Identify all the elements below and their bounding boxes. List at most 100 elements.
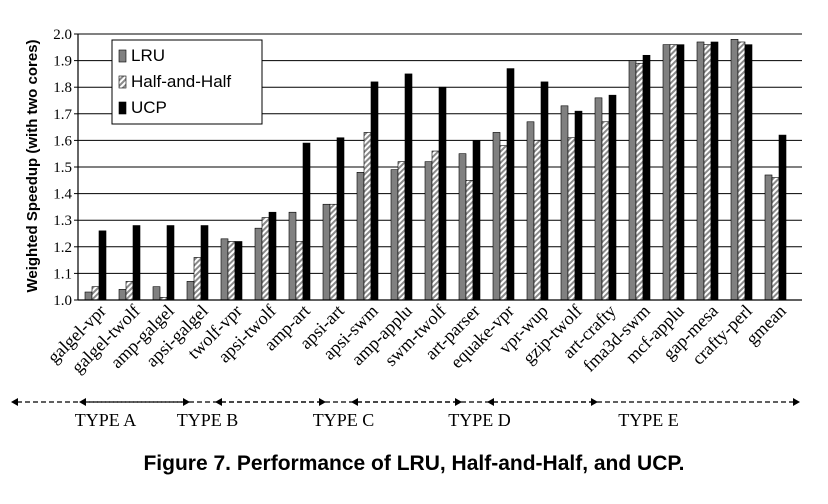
bar-half-and-half-gzip-twolf xyxy=(567,137,576,301)
bar-half-and-half-mcf-applu xyxy=(669,44,678,301)
bar-ucp-gmean xyxy=(778,134,787,301)
bar-ucp-swm-twolf xyxy=(438,86,447,301)
bar-half-and-half-apsi-galgel xyxy=(193,257,202,301)
figure-caption: Figure 7. Performance of LRU, Half-and-H… xyxy=(143,452,685,475)
bar-lru-art-crafty xyxy=(594,97,603,301)
bar-lru-gzip-twolf xyxy=(560,105,569,301)
bar-lru-galgel-twolf xyxy=(118,289,127,301)
legend: LRU Half-and-Half UCP xyxy=(111,39,263,125)
bar-half-and-half-fma3d-swm xyxy=(635,62,644,301)
y-tick-label: 1.9 xyxy=(53,54,72,70)
bar-lru-apsi-art xyxy=(322,203,331,301)
bar-ucp-amp-art xyxy=(302,142,311,301)
y-tick-label: 1.5 xyxy=(53,160,72,176)
y-tick-label: 2.0 xyxy=(53,27,72,43)
bar-half-and-half-galgel-vpr xyxy=(91,286,100,301)
bar-lru-gmean xyxy=(764,174,773,301)
bars xyxy=(84,39,787,301)
bar-ucp-twolf-vpr xyxy=(234,241,243,301)
bar-ucp-art-parser xyxy=(472,140,481,301)
bar-ucp-apsi-swm xyxy=(370,81,379,301)
bar-ucp-crafty-perl xyxy=(744,44,753,301)
group-label: TYPE B xyxy=(177,410,239,430)
y-tick-label: 1.0 xyxy=(53,293,72,309)
group-arrow-right xyxy=(183,398,190,406)
bar-half-and-half-art-crafty xyxy=(601,121,610,301)
bar-half-and-half-amp-art xyxy=(295,241,304,301)
legend-swatch-lru xyxy=(118,49,127,63)
group-arrow-left xyxy=(351,398,358,406)
bar-ucp-art-crafty xyxy=(608,94,617,301)
bar-lru-gap-mesa xyxy=(696,41,705,301)
bar-lru-fma3d-swm xyxy=(628,60,637,301)
group-arrow-right xyxy=(793,398,800,406)
bar-lru-art-parser xyxy=(458,153,467,301)
bar-lru-amp-art xyxy=(288,211,297,301)
legend-swatch-ucp xyxy=(118,101,127,115)
bar-half-and-half-apsi-art xyxy=(329,203,338,301)
bar-lru-swm-twolf xyxy=(424,161,433,301)
bar-lru-equake-vpr xyxy=(492,132,501,301)
bar-ucp-gzip-twolf xyxy=(574,110,583,301)
y-tick-label: 1.4 xyxy=(53,187,72,203)
legend-swatch-half-and-half xyxy=(118,75,127,89)
bar-ucp-mcf-applu xyxy=(676,44,685,301)
legend-label-half-and-half: Half-and-Half xyxy=(131,72,231,91)
y-tick-label: 1.1 xyxy=(53,266,72,282)
group-arrow-left xyxy=(11,398,18,406)
bar-ucp-fma3d-swm xyxy=(642,54,651,301)
group-label: TYPE C xyxy=(313,410,375,430)
y-tick-label: 1.7 xyxy=(53,107,72,123)
bar-ucp-apsi-galgel xyxy=(200,225,209,301)
bar-half-and-half-swm-twolf xyxy=(431,150,440,301)
bar-lru-twolf-vpr xyxy=(220,238,229,301)
legend-label-lru: LRU xyxy=(131,46,165,65)
bar-half-and-half-apsi-swm xyxy=(363,132,372,301)
y-tick-label: 1.2 xyxy=(53,240,72,256)
y-tick-label: 1.6 xyxy=(53,133,72,149)
bar-ucp-vpr-wup xyxy=(540,81,549,301)
y-axis-label: Weighted Speedup (with two cores) xyxy=(24,39,41,292)
bar-half-and-half-gmean xyxy=(771,177,780,301)
y-tick-label: 1.3 xyxy=(53,213,72,229)
type-groups: TYPE A TYPE B TYPE C TYPE D TYPE E xyxy=(11,398,800,430)
group-arrow-left xyxy=(215,398,222,406)
bar-half-and-half-equake-vpr xyxy=(499,145,508,301)
bar-lru-vpr-wup xyxy=(526,121,535,301)
bar-lru-crafty-perl xyxy=(730,39,739,301)
axes xyxy=(74,33,802,301)
bar-ucp-gap-mesa xyxy=(710,41,719,301)
bar-half-and-half-art-parser xyxy=(465,180,474,301)
bar-lru-apsi-galgel xyxy=(186,281,195,301)
bar-ucp-apsi-twolf xyxy=(268,211,277,301)
bar-ucp-apsi-art xyxy=(336,137,345,301)
bar-lru-galgel-vpr xyxy=(84,291,93,301)
bar-half-and-half-vpr-wup xyxy=(533,140,542,301)
bar-lru-apsi-twolf xyxy=(254,227,263,301)
y-tick-label: 1.8 xyxy=(53,80,72,96)
bar-half-and-half-twolf-vpr xyxy=(227,241,236,301)
bar-ucp-equake-vpr xyxy=(506,68,515,301)
group-arrow-right xyxy=(591,398,598,406)
group-label: TYPE D xyxy=(448,410,511,430)
x-tick-label: gmean xyxy=(742,301,790,349)
group-arrow-right xyxy=(455,398,462,406)
group-arrow-right xyxy=(319,398,326,406)
bar-half-and-half-galgel-twolf xyxy=(125,281,134,301)
group-arrow-left xyxy=(79,398,86,406)
bar-lru-apsi-swm xyxy=(356,172,365,301)
legend-box xyxy=(111,39,263,125)
group-label: TYPE A xyxy=(75,410,137,430)
bar-half-and-half-apsi-twolf xyxy=(261,217,270,301)
bar-ucp-galgel-twolf xyxy=(132,225,141,301)
group-arrow-left xyxy=(487,398,494,406)
bar-lru-mcf-applu xyxy=(662,44,671,301)
bar-ucp-galgel-vpr xyxy=(98,230,107,301)
bar-half-and-half-crafty-perl xyxy=(737,41,746,301)
bar-lru-amp-applu xyxy=(390,169,399,301)
group-label: TYPE E xyxy=(618,410,679,430)
bar-ucp-amp-galgel xyxy=(166,225,175,301)
bar-half-and-half-amp-applu xyxy=(397,161,406,301)
bar-ucp-amp-applu xyxy=(404,73,413,301)
